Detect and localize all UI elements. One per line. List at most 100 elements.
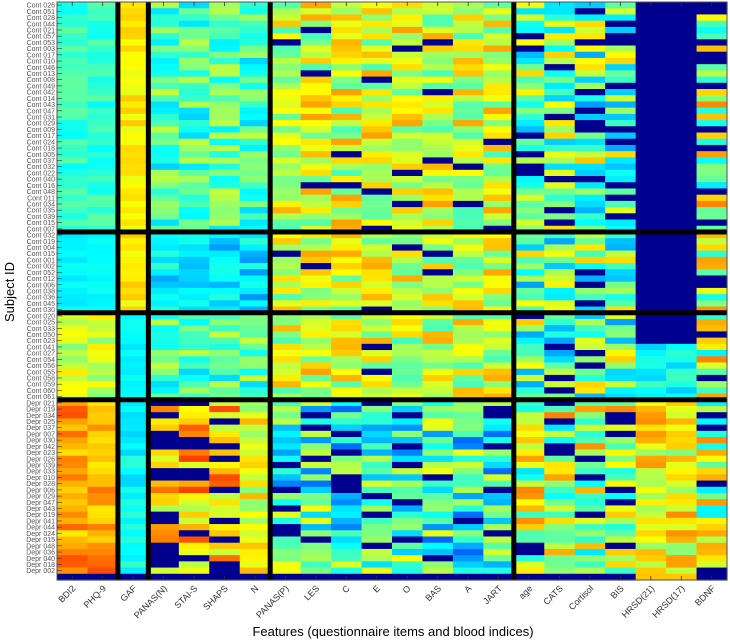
heatmap-cell (422, 499, 454, 507)
heatmap-cell (483, 468, 515, 475)
heatmap-cell (696, 89, 728, 96)
heatmap-cell (513, 374, 545, 382)
heatmap-cell (209, 542, 241, 550)
heatmap-cell (300, 567, 332, 575)
heatmap-cell (696, 536, 728, 544)
heatmap-cell (361, 244, 393, 252)
heatmap-cell (300, 70, 332, 78)
y-tick-label: Cont 029 (27, 121, 56, 128)
heatmap-cell (148, 70, 180, 78)
heatmap-cell (574, 89, 606, 96)
y-tick-label: Cont 025 (27, 320, 56, 327)
heatmap-cell (422, 250, 454, 258)
heatmap-cell (574, 530, 606, 538)
heatmap-cell (666, 368, 698, 376)
heatmap-cell (117, 430, 149, 438)
heatmap-cell (331, 443, 363, 451)
heatmap-cell (361, 113, 393, 121)
heatmap-cell (361, 393, 393, 401)
heatmap-cell (635, 567, 667, 575)
heatmap-cell (270, 524, 302, 531)
heatmap-cell (635, 194, 667, 202)
heatmap-cell (331, 368, 363, 376)
heatmap-cell (605, 33, 637, 40)
heatmap-cell (605, 194, 637, 202)
heatmap-cell (361, 555, 393, 562)
heatmap-cell (574, 281, 606, 289)
heatmap-cell (635, 387, 667, 395)
heatmap-cell (117, 256, 149, 264)
heatmap-cell (331, 269, 363, 277)
heatmap-cell (300, 325, 332, 332)
heatmap-cell (452, 263, 484, 270)
heatmap-cell (574, 33, 606, 40)
heatmap-cell (87, 312, 119, 320)
y-tick-label: Depr 041 (26, 518, 55, 525)
heatmap-cell (117, 213, 149, 221)
heatmap-cell (483, 269, 515, 277)
heatmap-cell (422, 200, 454, 208)
heatmap-cell (635, 263, 667, 270)
heatmap-cell (148, 405, 180, 413)
heatmap-cell (239, 517, 271, 525)
heatmap-cell (605, 443, 637, 451)
heatmap-cell (666, 144, 698, 152)
heatmap-cell (270, 238, 302, 245)
heatmap-cell (300, 306, 332, 314)
heatmap-cell (452, 486, 484, 494)
heatmap-cell (87, 45, 119, 53)
heatmap-cell (239, 207, 271, 214)
heatmap-cell (57, 461, 89, 469)
x-tick-label: O (401, 583, 413, 595)
heatmap-cell (300, 163, 332, 171)
heatmap-cell (392, 250, 424, 258)
heatmap-cell (392, 200, 424, 208)
heatmap-cell (422, 437, 454, 444)
heatmap-cell (239, 312, 271, 320)
heatmap-cell (392, 107, 424, 115)
heatmap-cell (209, 33, 241, 40)
heatmap-cell (666, 517, 698, 525)
heatmap-cell (452, 555, 484, 562)
heatmap-cell (57, 269, 89, 277)
heatmap-cell (666, 244, 698, 252)
heatmap-cell (696, 275, 728, 283)
heatmap-cell (87, 263, 119, 270)
heatmap-cell (239, 169, 271, 177)
heatmap-cell (209, 263, 241, 270)
heatmap-cell (574, 567, 606, 575)
heatmap-cell (605, 387, 637, 395)
heatmap-cell (361, 424, 393, 432)
heatmap-cell (361, 176, 393, 183)
heatmap-cell (696, 430, 728, 438)
heatmap-cell (331, 300, 363, 308)
heatmap-cell (209, 138, 241, 146)
heatmap-cell (331, 468, 363, 475)
heatmap-cell (57, 231, 89, 239)
heatmap-cell (148, 95, 180, 103)
x-tick-label: N (249, 583, 261, 595)
heatmap-cell (605, 567, 637, 575)
heatmap-cell (635, 287, 667, 295)
heatmap-cell (331, 8, 363, 16)
heatmap-cell (544, 200, 576, 208)
heatmap-cell (544, 287, 576, 295)
heatmap-cell (148, 207, 180, 214)
heatmap-cell (452, 120, 484, 127)
heatmap-cell (331, 474, 363, 482)
heatmap-cell (696, 542, 728, 550)
heatmap-cell (513, 524, 545, 531)
heatmap-cell (422, 169, 454, 177)
heatmap-cell (57, 101, 89, 109)
heatmap-cell (270, 8, 302, 16)
heatmap-cell (87, 213, 119, 221)
heatmap-cell (361, 225, 393, 233)
heatmap-cell (605, 144, 637, 152)
heatmap-cell (483, 486, 515, 494)
heatmap-cell (239, 294, 271, 301)
heatmap-cell (148, 250, 180, 258)
heatmap-cell (239, 132, 271, 140)
heatmap-cell (117, 505, 149, 513)
heatmap-cell (361, 561, 393, 569)
heatmap-cell (87, 430, 119, 438)
